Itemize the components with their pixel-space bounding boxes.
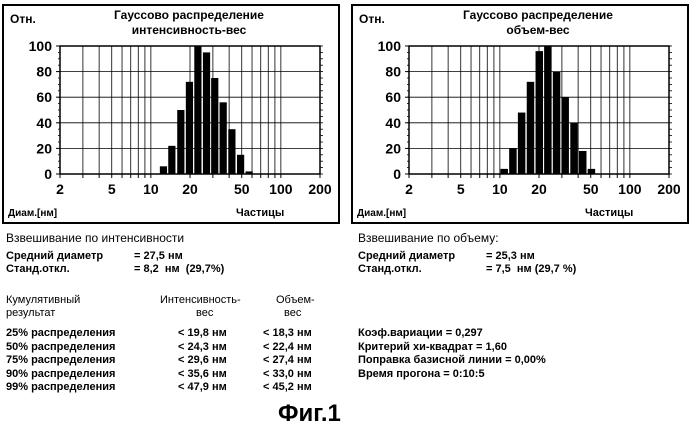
x-tick-label: 20 bbox=[182, 181, 198, 197]
intensity-col-header-line1: Интенсивность- bbox=[160, 294, 241, 307]
cumulative-intensity-value: < 35,6 нм bbox=[178, 368, 227, 381]
cumulative-volume-value: < 45,2 нм bbox=[263, 381, 312, 394]
histogram-bar bbox=[160, 166, 167, 174]
x-tick-label: 50 bbox=[583, 181, 599, 197]
histogram-bar bbox=[211, 78, 218, 174]
legend-label: Частицы bbox=[236, 207, 284, 219]
extra-stat-line: Критерий хи-квадрат = 1,60 bbox=[358, 341, 507, 354]
std-dev-label: Станд.откл. bbox=[358, 263, 422, 276]
histogram-bar bbox=[527, 82, 534, 174]
histogram-bar bbox=[544, 46, 551, 174]
y-tick-label: 100 bbox=[378, 38, 402, 54]
histogram-bar bbox=[203, 52, 210, 174]
histogram-bar bbox=[168, 146, 175, 174]
cumulative-label-line2: результат bbox=[6, 307, 55, 320]
intensity-col-header-line2: вес bbox=[196, 307, 213, 320]
y-tick-label: 60 bbox=[385, 89, 401, 105]
mean-diameter-value: = 25,3 нм bbox=[486, 250, 535, 263]
x-tick-label: 20 bbox=[531, 181, 547, 197]
y-tick-label: 40 bbox=[385, 115, 401, 131]
histogram-bar bbox=[509, 148, 516, 174]
histogram-bar bbox=[579, 151, 586, 174]
histogram-chart: 0 20 40 60 80 100 2 5 10 20 50 100 200 bbox=[4, 6, 338, 222]
cumulative-row-label: 25% распределения bbox=[6, 327, 115, 340]
histogram-bar bbox=[561, 97, 568, 174]
std-dev-value: = 7,5 нм (29,7 %) bbox=[486, 263, 576, 276]
mean-diameter-value: = 27,5 нм bbox=[134, 250, 183, 263]
cumulative-volume-value: < 22,4 нм bbox=[263, 341, 312, 354]
chart-panel-intensity: Отн. Гауссово распределение интенсивност… bbox=[2, 4, 340, 224]
std-dev-value: = 8,2 нм (29,7%) bbox=[134, 263, 224, 276]
histogram-bar bbox=[246, 171, 253, 174]
histogram-bar bbox=[194, 46, 201, 174]
histogram-bar bbox=[228, 129, 235, 174]
histogram-bar bbox=[553, 72, 560, 174]
histogram-bar bbox=[518, 113, 525, 174]
volume-col-header-line2: вес bbox=[284, 307, 301, 320]
cumulative-intensity-value: < 29,6 нм bbox=[178, 354, 227, 367]
x-tick-label: 200 bbox=[308, 181, 332, 197]
cumulative-row-label: 75% распределения bbox=[6, 354, 115, 367]
std-dev-label: Станд.откл. bbox=[6, 263, 70, 276]
y-tick-label: 40 bbox=[36, 115, 52, 131]
histogram-bar bbox=[186, 82, 193, 174]
histogram-bar bbox=[177, 110, 184, 174]
y-tick-label: 80 bbox=[36, 64, 52, 80]
x-tick-label: 2 bbox=[405, 181, 413, 197]
intensity-stats-header: Взвешивание по интенсивности bbox=[6, 232, 184, 245]
x-axis-label: Диам.[нм] bbox=[8, 208, 57, 219]
cumulative-row-label: 90% распределения bbox=[6, 368, 115, 381]
x-tick-label: 10 bbox=[143, 181, 159, 197]
x-tick-label: 50 bbox=[234, 181, 250, 197]
x-tick-label: 10 bbox=[492, 181, 508, 197]
y-tick-label: 0 bbox=[44, 166, 52, 182]
extra-stat-line: Коэф.вариации = 0,297 bbox=[358, 327, 483, 340]
y-tick-label: 0 bbox=[393, 166, 401, 182]
mean-diameter-label: Средний диаметр bbox=[358, 250, 455, 263]
histogram-bar bbox=[237, 155, 244, 174]
cumulative-volume-value: < 27,4 нм bbox=[263, 354, 312, 367]
histogram-bar bbox=[500, 169, 507, 174]
extra-stat-line: Поправка базисной линии = 0,00% bbox=[358, 354, 546, 367]
histogram-bar bbox=[220, 102, 227, 174]
histogram-chart: 0 20 40 60 80 100 2 5 10 20 50 100 200 bbox=[353, 6, 687, 222]
cumulative-row-label: 99% распределения bbox=[6, 381, 115, 394]
histogram-bar bbox=[588, 169, 595, 174]
x-tick-label: 200 bbox=[657, 181, 681, 197]
y-tick-label: 20 bbox=[36, 140, 52, 156]
cumulative-intensity-value: < 47,9 нм bbox=[178, 381, 227, 394]
x-tick-label: 100 bbox=[618, 181, 642, 197]
cumulative-volume-value: < 18,3 нм bbox=[263, 327, 312, 340]
mean-diameter-label: Средний диаметр bbox=[6, 250, 103, 263]
histogram-bar bbox=[570, 123, 577, 174]
histogram-bar bbox=[536, 51, 543, 174]
x-tick-label: 100 bbox=[269, 181, 293, 197]
cumulative-row-label: 50% распределения bbox=[6, 341, 115, 354]
x-tick-label: 5 bbox=[108, 181, 116, 197]
extra-stat-line: Время прогона = 0:10:5 bbox=[358, 368, 485, 381]
cumulative-intensity-value: < 19,8 нм bbox=[178, 327, 227, 340]
legend-label: Частицы bbox=[585, 207, 633, 219]
figure-caption: Фиг.1 bbox=[278, 400, 341, 428]
volume-stats-header: Взвешивание по объему: bbox=[358, 232, 499, 245]
x-tick-label: 5 bbox=[457, 181, 465, 197]
cumulative-label-line1: Кумулятивный bbox=[6, 294, 80, 307]
y-tick-label: 80 bbox=[385, 64, 401, 80]
cumulative-intensity-value: < 24,3 нм bbox=[178, 341, 227, 354]
chart-panel-volume: Отн. Гауссово распределение объем-вес 02… bbox=[351, 4, 689, 224]
x-axis-label: Диам.[нм] bbox=[357, 208, 406, 219]
y-tick-label: 100 bbox=[29, 38, 53, 54]
y-tick-label: 20 bbox=[385, 140, 401, 156]
y-tick-label: 60 bbox=[36, 89, 52, 105]
x-tick-label: 2 bbox=[56, 181, 64, 197]
volume-col-header-line1: Объем- bbox=[276, 294, 315, 307]
cumulative-volume-value: < 33,0 нм bbox=[263, 368, 312, 381]
